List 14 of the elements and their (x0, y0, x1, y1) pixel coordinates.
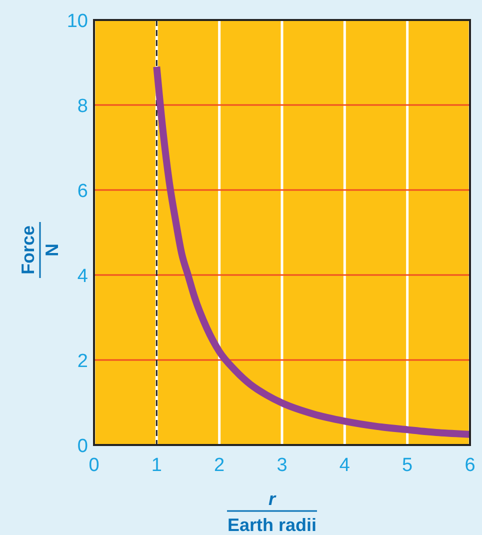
x-tick-label: 4 (339, 455, 350, 476)
y-axis-title: Force N (18, 225, 62, 275)
x-tick-label: 2 (214, 455, 225, 476)
x-axis-title: r Earth radii (227, 489, 317, 535)
y-tick-label: 10 (66, 11, 88, 32)
y-tick-label: 4 (77, 266, 88, 287)
x-tick-label: 5 (402, 455, 413, 476)
x-tick-label: 1 (151, 455, 162, 476)
y-tick-label: 2 (77, 351, 88, 372)
x-tick-label: 6 (464, 455, 476, 476)
y-tick-label: 8 (77, 96, 88, 117)
y-tick-label: 6 (77, 181, 88, 202)
x-tick-label: 3 (276, 455, 288, 476)
y-tick-label: 0 (77, 436, 88, 457)
